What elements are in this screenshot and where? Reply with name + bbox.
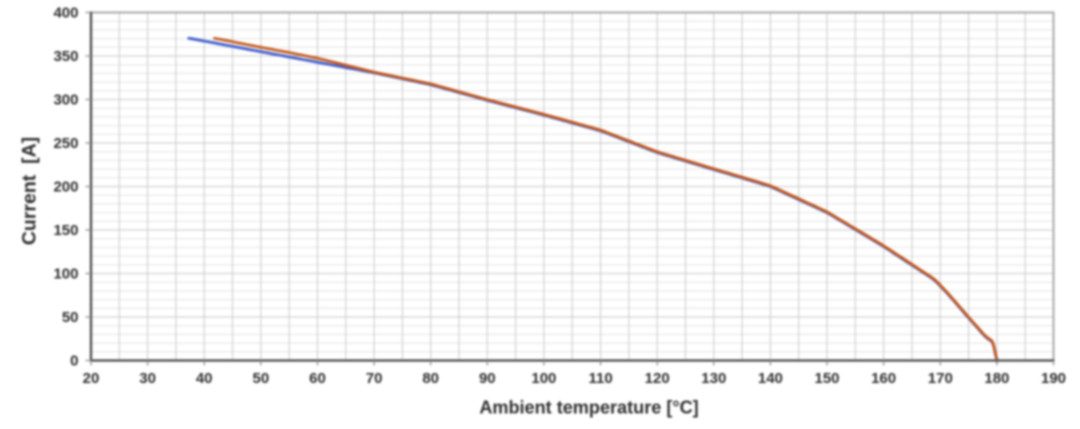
svg-text:250: 250 [53, 135, 78, 152]
svg-text:50: 50 [253, 370, 270, 387]
svg-text:150: 150 [814, 370, 839, 387]
svg-text:110: 110 [588, 370, 612, 387]
svg-text:350: 350 [53, 48, 78, 65]
svg-text:100: 100 [53, 266, 78, 283]
svg-text:90: 90 [479, 370, 496, 387]
svg-text:120: 120 [645, 370, 670, 387]
svg-text:180: 180 [984, 370, 1009, 387]
svg-text:150: 150 [53, 222, 78, 239]
svg-text:30: 30 [139, 370, 156, 387]
svg-text:60: 60 [309, 370, 326, 387]
svg-text:40: 40 [196, 370, 213, 387]
svg-text:140: 140 [758, 370, 783, 387]
svg-text:300: 300 [53, 92, 78, 109]
svg-text:0: 0 [70, 353, 78, 370]
svg-text:190: 190 [1041, 370, 1066, 387]
svg-text:80: 80 [422, 370, 439, 387]
svg-text:160: 160 [871, 370, 896, 387]
svg-text:100: 100 [531, 370, 556, 387]
svg-text:170: 170 [928, 370, 953, 387]
svg-text:70: 70 [366, 370, 383, 387]
svg-text:200: 200 [53, 179, 78, 196]
svg-text:Ambient temperature [°C]: Ambient temperature [°C] [479, 398, 698, 418]
svg-text:20: 20 [83, 370, 100, 387]
svg-text:400: 400 [53, 5, 78, 22]
svg-text:Current [A]: Current [A] [19, 137, 41, 245]
svg-text:130: 130 [701, 370, 726, 387]
svg-text:50: 50 [62, 309, 79, 326]
